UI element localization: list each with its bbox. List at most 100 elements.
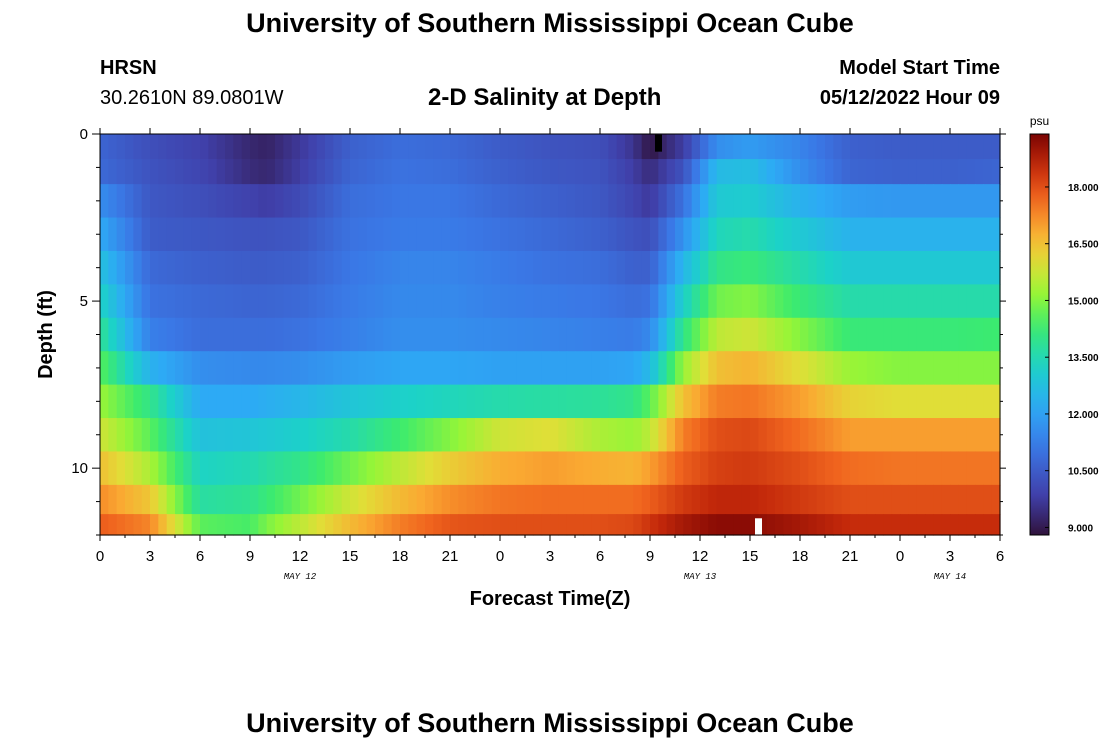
heatmap-cell	[466, 217, 476, 252]
heatmap-cell	[166, 514, 176, 536]
heatmap-cell	[716, 351, 726, 386]
heatmap-cell	[733, 284, 743, 319]
heatmap-cell	[300, 351, 309, 386]
heatmap-cell	[383, 384, 393, 419]
heatmap-cell	[116, 184, 126, 219]
y-tick-label: 5	[80, 293, 88, 310]
heatmap-cell	[366, 384, 376, 419]
heatmap-cell	[916, 317, 926, 352]
heatmap-cell	[516, 384, 526, 419]
heatmap-cell	[400, 159, 409, 185]
heatmap-cell	[300, 159, 309, 185]
heatmap-cell	[558, 317, 568, 352]
heatmap-cell	[633, 514, 643, 536]
heatmap-cell	[183, 351, 193, 386]
heatmap-cell	[508, 418, 518, 453]
heatmap-cell	[308, 384, 318, 419]
heatmap-cell	[508, 317, 518, 352]
heatmap-cell	[233, 418, 243, 453]
heatmap-cell	[233, 451, 243, 486]
heatmap-cell	[275, 418, 284, 453]
heatmap-cell	[441, 451, 451, 486]
heatmap-cell	[958, 351, 968, 386]
heatmap-cell	[750, 184, 759, 219]
heatmap-cell	[875, 514, 884, 536]
heatmap-cell	[625, 284, 634, 319]
heatmap-cell	[666, 451, 676, 486]
heatmap-cell	[133, 418, 143, 453]
heatmap-cell	[516, 184, 526, 219]
heatmap-cell	[616, 514, 626, 536]
heatmap-cell	[191, 514, 201, 536]
heatmap-cell	[325, 284, 334, 319]
heatmap-cell	[350, 217, 359, 252]
heatmap-cell	[508, 159, 518, 185]
heatmap-cell	[225, 384, 234, 419]
heatmap-cell	[716, 317, 726, 352]
heatmap-cell	[900, 217, 909, 252]
heatmap-cell	[291, 159, 301, 185]
heatmap-cell	[691, 351, 701, 386]
heatmap-cell	[225, 418, 234, 453]
heatmap-cell	[316, 217, 326, 252]
heatmap-cell	[225, 351, 234, 386]
heatmap-cell	[991, 351, 1001, 386]
heatmap-cell	[133, 134, 143, 160]
heatmap-cell	[908, 451, 918, 486]
heatmap-cell	[541, 351, 551, 386]
heatmap-cell	[316, 514, 326, 536]
heatmap-cell	[400, 134, 409, 160]
heatmap-cell	[400, 317, 409, 352]
heatmap-cell	[575, 134, 584, 160]
heatmap-cell	[475, 284, 484, 319]
heatmap-cell	[450, 418, 459, 453]
heatmap-cell	[225, 317, 234, 352]
heatmap-cell	[408, 384, 418, 419]
heatmap-cell	[416, 134, 426, 160]
heatmap-cell	[175, 384, 184, 419]
heatmap-cell	[916, 159, 926, 185]
heatmap-cell	[933, 284, 943, 319]
heatmap-cell	[108, 384, 118, 419]
heatmap-cell	[100, 484, 109, 515]
heatmap-cell	[250, 384, 259, 419]
min-value-marker	[655, 134, 662, 152]
heatmap-cell	[116, 384, 126, 419]
heatmap-cell	[683, 134, 693, 160]
heatmap-cell	[650, 184, 659, 219]
heatmap-cell	[225, 159, 234, 185]
heatmap-cell	[266, 134, 276, 160]
heatmap-cell	[350, 159, 359, 185]
heatmap-cell	[416, 384, 426, 419]
x-tick-label: 3	[546, 548, 554, 565]
heatmap-cell	[383, 250, 393, 285]
heatmap-cell	[791, 317, 801, 352]
heatmap-cell	[866, 217, 876, 252]
heatmap-cell	[983, 184, 993, 219]
heatmap-cell	[266, 451, 276, 486]
heatmap-cell	[758, 159, 768, 185]
heatmap-cell	[808, 484, 818, 515]
heatmap-cell	[500, 134, 509, 160]
heatmap-cell	[775, 317, 784, 352]
heatmap-cell	[300, 250, 309, 285]
heatmap-cell	[975, 418, 984, 453]
x-tick-label: 15	[742, 548, 759, 565]
heatmap-cell	[783, 418, 793, 453]
heatmap-cell	[591, 250, 601, 285]
heatmap-cell	[700, 250, 709, 285]
heatmap-cell	[416, 159, 426, 185]
heatmap-cell	[333, 134, 343, 160]
heatmap-cell	[183, 184, 193, 219]
heatmap-cell	[816, 484, 826, 515]
heatmap-cell	[750, 451, 759, 486]
heatmap-cell	[175, 284, 184, 319]
heatmap-cell	[633, 451, 643, 486]
heatmap-cell	[483, 384, 493, 419]
heatmap-cell	[641, 184, 651, 219]
heatmap-cell	[808, 284, 818, 319]
heatmap-cell	[558, 451, 568, 486]
heatmap-cell	[100, 250, 109, 285]
heatmap-cell	[116, 514, 126, 536]
heatmap-cell	[158, 317, 168, 352]
